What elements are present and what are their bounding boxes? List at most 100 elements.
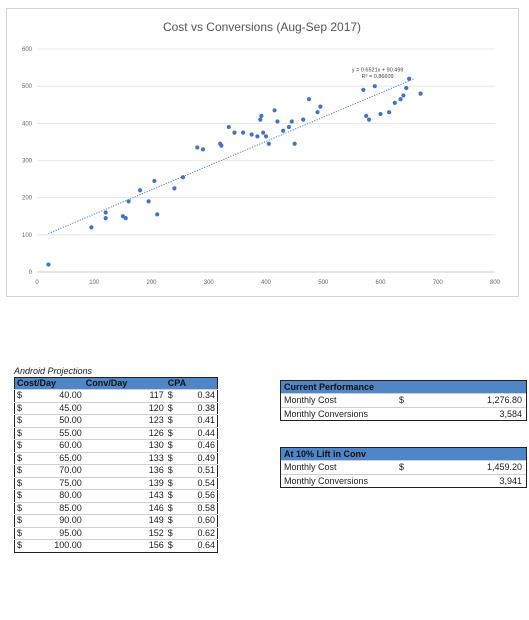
data-point bbox=[103, 210, 108, 215]
data-point bbox=[241, 130, 246, 135]
data-point bbox=[361, 87, 366, 92]
lift-monthly-conversions-row: Monthly Conversions 3,941 bbox=[281, 473, 526, 488]
data-point bbox=[219, 143, 224, 148]
table-row: $65.00 133 $0.49 bbox=[14, 451, 218, 465]
conv-day-cell: 143 bbox=[83, 489, 166, 502]
conv-day-cell: 117 bbox=[83, 389, 166, 402]
cpa-currency: $ bbox=[165, 539, 178, 552]
data-point bbox=[172, 186, 177, 191]
current-monthly-cost-row: Monthly Cost $ 1,276.80 bbox=[281, 393, 526, 407]
lift-monthly-conversions-label: Monthly Conversions bbox=[284, 475, 369, 486]
chart-title: Cost vs Conversions (Aug-Sep 2017) bbox=[163, 20, 361, 34]
cpa-currency: $ bbox=[165, 501, 178, 515]
header-cost-day: Cost/Day bbox=[14, 377, 84, 390]
current-monthly-conversions-label: Monthly Conversions bbox=[284, 408, 369, 419]
data-point bbox=[226, 124, 231, 130]
cpa-currency: $ bbox=[165, 464, 178, 477]
android-projections: Android Projections Cost/Day Conv/Day CP… bbox=[14, 365, 218, 553]
conv-day-cell: 133 bbox=[83, 451, 166, 465]
data-point bbox=[123, 216, 128, 221]
chart-svg: Cost vs Conversions (Aug-Sep 2017) 0 100 2… bbox=[22, 20, 501, 286]
x-tick-label: 800 bbox=[490, 280, 501, 286]
y-tick-label: 500 bbox=[22, 84, 33, 90]
cpa-currency: $ bbox=[165, 426, 178, 440]
data-point bbox=[364, 113, 369, 118]
conv-day-cell: 136 bbox=[83, 464, 166, 477]
data-point bbox=[398, 97, 403, 102]
cost-day-cell: 50.00 bbox=[27, 414, 84, 427]
conv-day-cell: 156 bbox=[83, 539, 166, 552]
data-point bbox=[286, 124, 291, 130]
current-monthly-conversions-row: Monthly Conversions 3,584 bbox=[281, 406, 526, 421]
table-row: $40.00 117 $0.34 bbox=[14, 389, 218, 402]
table-row: $95.00 152 $0.62 bbox=[14, 526, 218, 540]
table-row: $90.00 149 $0.60 bbox=[14, 514, 218, 527]
data-point bbox=[137, 188, 143, 193]
cpa-currency: $ bbox=[165, 414, 178, 427]
table-row: $55.00 126 $0.44 bbox=[14, 426, 218, 440]
cost-currency: $ bbox=[14, 414, 27, 427]
data-point bbox=[155, 212, 160, 217]
conv-day-cell: 123 bbox=[83, 414, 166, 427]
cpa-cell: 0.44 bbox=[177, 426, 218, 440]
data-point bbox=[266, 141, 271, 146]
cpa-currency: $ bbox=[165, 514, 178, 527]
table-row: $85.00 146 $0.58 bbox=[14, 501, 218, 515]
data-point bbox=[366, 117, 372, 122]
lift-monthly-cost-row: Monthly Cost $ 1,459.20 bbox=[281, 460, 526, 474]
trendline bbox=[48, 77, 416, 234]
cpa-currency: $ bbox=[165, 476, 178, 490]
cost-day-cell: 65.00 bbox=[27, 451, 84, 465]
current-performance-box: Current Performance Monthly Cost $ 1,276… bbox=[280, 380, 527, 421]
data-point bbox=[272, 108, 277, 113]
lift-performance-title: At 10% Lift in Conv bbox=[281, 448, 526, 460]
data-point bbox=[392, 100, 397, 105]
conv-day-cell: 149 bbox=[83, 514, 166, 527]
data-point bbox=[103, 216, 108, 221]
data-point bbox=[378, 111, 383, 117]
cpa-cell: 0.38 bbox=[177, 401, 218, 415]
cost-day-cell: 70.00 bbox=[27, 464, 84, 477]
lift-monthly-conversions-value: 3,941 bbox=[499, 475, 522, 486]
table-row: $45.00 120 $0.38 bbox=[14, 401, 218, 415]
cost-day-cell: 90.00 bbox=[27, 514, 84, 527]
currency-symbol: $ bbox=[399, 395, 405, 405]
header-conv-day: Conv/Day bbox=[83, 377, 166, 390]
cpa-cell: 0.54 bbox=[177, 476, 218, 490]
cpa-cell: 0.58 bbox=[177, 501, 218, 515]
cost-day-cell: 85.00 bbox=[27, 501, 84, 515]
data-point bbox=[89, 225, 94, 230]
data-point bbox=[263, 134, 269, 139]
cpa-cell: 0.62 bbox=[177, 526, 218, 540]
data-point bbox=[46, 262, 51, 267]
table-row: $70.00 136 $0.51 bbox=[14, 464, 218, 477]
current-monthly-cost-label: Monthly Cost bbox=[284, 395, 337, 405]
cpa-cell: 0.64 bbox=[177, 539, 218, 552]
current-monthly-cost-value: 1,276.80 bbox=[486, 395, 522, 405]
x-tick-label: 0 bbox=[35, 280, 39, 286]
conv-day-cell: 120 bbox=[83, 401, 166, 415]
cost-currency: $ bbox=[14, 489, 27, 502]
cpa-cell: 0.49 bbox=[177, 451, 218, 465]
cost-day-cell: 60.00 bbox=[27, 439, 84, 452]
lift-monthly-cost-value: 1,459.20 bbox=[486, 462, 522, 472]
currency-symbol: $ bbox=[399, 462, 405, 472]
x-tick-label: 500 bbox=[318, 280, 329, 286]
conv-day-cell: 126 bbox=[83, 426, 166, 440]
data-point bbox=[418, 91, 423, 96]
conv-day-cell: 152 bbox=[83, 526, 166, 540]
data-point bbox=[259, 113, 264, 118]
trendline-equation: y = 0.6521x + 90.499 bbox=[352, 67, 404, 73]
cost-currency: $ bbox=[14, 451, 27, 465]
current-monthly-conversions-value: 3,584 bbox=[499, 408, 522, 419]
cpa-cell: 0.51 bbox=[177, 464, 218, 477]
data-point bbox=[404, 85, 409, 91]
table-row: $50.00 123 $0.41 bbox=[14, 414, 218, 427]
data-point bbox=[401, 93, 406, 98]
y-tick-label: 100 bbox=[22, 233, 33, 239]
y-tick-label: 0 bbox=[29, 270, 33, 276]
table-row: $80.00 143 $0.56 bbox=[14, 489, 218, 502]
data-point bbox=[289, 119, 294, 124]
data-point bbox=[258, 117, 263, 122]
cost-day-cell: 45.00 bbox=[27, 401, 84, 415]
